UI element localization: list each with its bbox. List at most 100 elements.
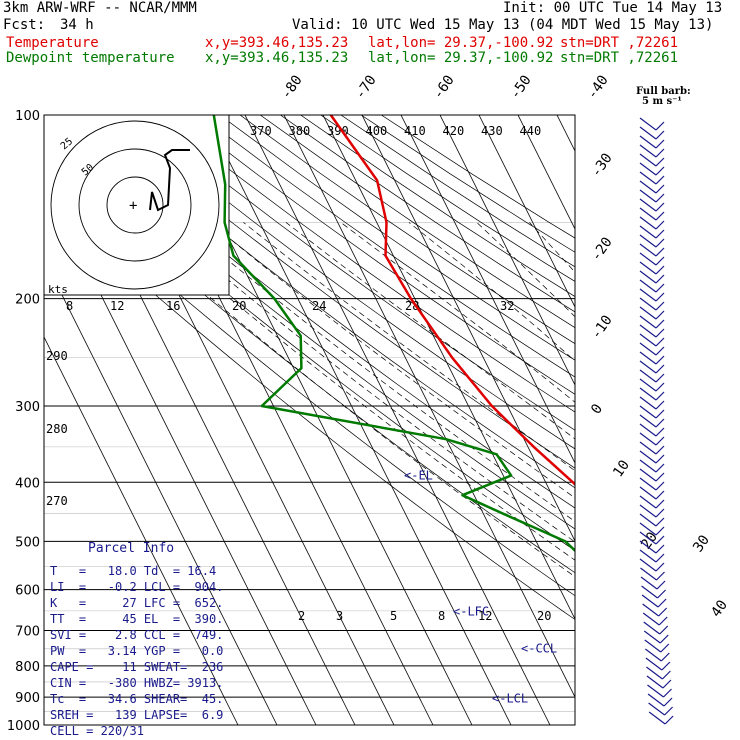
isotherm xyxy=(361,115,575,542)
wind-barb-flag xyxy=(655,427,665,437)
isotherm xyxy=(400,115,575,464)
pressure-label-800: 800 xyxy=(15,660,40,675)
wind-barb xyxy=(639,549,657,563)
parcel-line-cape: CAPE = 11 SWEAT= 236 xyxy=(50,660,223,674)
wind-barb-flag xyxy=(655,319,665,329)
profile-dewpoint-temperature xyxy=(212,115,575,553)
wind-barb-flag xyxy=(655,481,665,491)
wind-barb xyxy=(639,522,657,536)
moist-adiabat xyxy=(123,222,575,578)
wind-barb-flag xyxy=(655,373,665,383)
wind-barb-flag xyxy=(655,310,665,320)
wind-barb-flag xyxy=(655,472,665,482)
wind-barb-flag xyxy=(655,247,665,257)
theta-label: 410 xyxy=(404,124,426,138)
parcel-info-box: Parcel Info T = 18.0 Td = 16.4 LI = -0.2… xyxy=(50,541,223,738)
mixing-label: 24 xyxy=(312,299,326,313)
wind-barb xyxy=(639,432,657,446)
isotherm-label: -40 xyxy=(584,72,612,102)
init-time: Init: 00 UTC Tue 14 May 13 xyxy=(503,0,723,16)
wind-barb xyxy=(639,252,657,266)
adiabat-label: 270 xyxy=(46,494,68,508)
wind-barb-flag xyxy=(664,715,674,725)
lower-mixing-label: 8 xyxy=(438,609,445,623)
wind-barb xyxy=(639,243,657,257)
wind-barb xyxy=(639,279,657,293)
adiabat-label: 280 xyxy=(46,422,68,436)
dewpoint-xy: x,y=393.46,135.23 xyxy=(205,50,349,66)
wind-barb-flag xyxy=(662,679,672,689)
mixing-label: 16 xyxy=(166,299,180,313)
pressure-label-900: 900 xyxy=(15,691,40,706)
wind-barb xyxy=(645,657,663,671)
wind-barb-flag xyxy=(655,400,665,410)
isotherm-label: -10 xyxy=(588,312,616,342)
temperature-latlon: lat,lon= 29.37,-100.92 xyxy=(368,35,554,51)
wind-barb xyxy=(648,711,666,725)
wind-barb xyxy=(639,162,657,176)
theta-label: 440 xyxy=(520,124,542,138)
pressure-label-700: 700 xyxy=(15,625,40,640)
wind-barb-flag xyxy=(655,382,665,392)
wind-barb xyxy=(639,216,657,230)
theta-label: 430 xyxy=(481,124,503,138)
wind-barb-flag xyxy=(655,292,665,302)
wind-barb-flag xyxy=(655,265,665,275)
wind-barb-flag xyxy=(655,409,665,419)
isotherm xyxy=(517,115,575,230)
parcel-line-li: LI = -0.2 LCL = 904. xyxy=(50,580,223,594)
wind-barb-flag xyxy=(655,445,665,455)
plot-frame xyxy=(43,114,576,726)
wind-barb xyxy=(646,666,663,680)
level-marker: <-EL xyxy=(404,469,433,483)
dewpoint-station: stn=DRT ,72261 xyxy=(560,50,679,66)
wind-barb-flag xyxy=(657,589,666,599)
wind-barb xyxy=(639,153,657,167)
wind-barb-flag xyxy=(655,220,665,230)
wind-barb-flag xyxy=(655,229,665,239)
level-marker: <-CCL xyxy=(521,641,557,655)
isotherm-label: -60 xyxy=(430,72,458,102)
wind-barb xyxy=(639,369,657,383)
wind-barb xyxy=(639,459,657,473)
wind-barb-flag xyxy=(655,346,665,356)
wind-barb-flag xyxy=(658,607,668,617)
pressure-label-300: 300 xyxy=(15,400,40,415)
isotherm xyxy=(205,115,512,725)
wind-barb-flag xyxy=(655,301,665,311)
wind-barb xyxy=(639,288,657,302)
dry-adiabat xyxy=(199,115,575,378)
pressure-label-400: 400 xyxy=(15,476,40,491)
mixing-label: 8 xyxy=(66,299,73,313)
wind-barb xyxy=(642,612,660,626)
dry-adiabat xyxy=(44,195,575,620)
wind-barb-flag xyxy=(663,697,673,707)
wind-barb-flag xyxy=(661,670,671,680)
theta-label: 400 xyxy=(366,124,388,138)
wind-barb-flag xyxy=(659,634,669,644)
wind-barb-flag xyxy=(655,283,665,293)
isotherm xyxy=(713,115,740,725)
moist-adiabat xyxy=(243,222,575,472)
temperature-station: stn=DRT ,72261 xyxy=(560,35,679,51)
theta-label: 370 xyxy=(250,124,272,138)
isotherm xyxy=(244,115,551,725)
hodo-ring xyxy=(78,148,192,262)
isotherm-label: -30 xyxy=(588,150,616,180)
forecast-hour: 34 h xyxy=(60,17,94,33)
wind-barb-flag xyxy=(658,616,668,626)
pressure-label-500: 500 xyxy=(15,535,40,550)
hodo-trace xyxy=(149,149,190,212)
wind-barb-flag xyxy=(659,625,669,635)
wind-barb xyxy=(642,603,660,617)
wind-barb-flag xyxy=(655,436,665,446)
lower-mixing-label: 2 xyxy=(298,609,305,623)
wind-barb xyxy=(647,684,664,698)
profile-lines xyxy=(212,115,575,553)
wind-barb xyxy=(640,567,657,581)
wind-barb-flag xyxy=(655,355,665,365)
lower-mixing-label: 20 xyxy=(537,609,551,623)
dry-adiabat xyxy=(138,115,575,431)
wind-barb xyxy=(644,639,662,653)
wind-barb xyxy=(639,135,657,149)
